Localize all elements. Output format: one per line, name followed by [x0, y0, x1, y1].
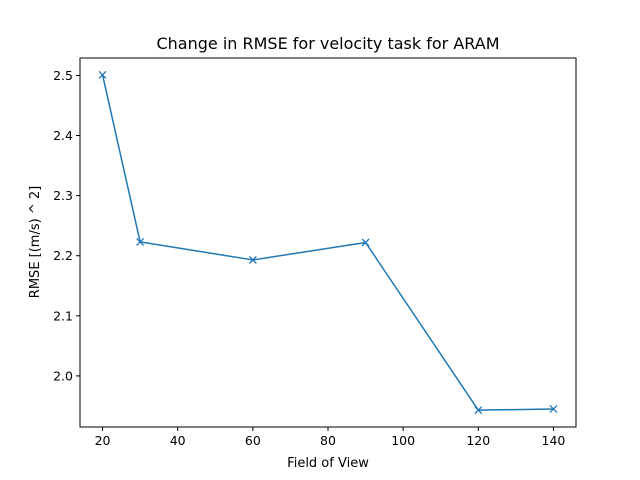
- x-tick-label: 120: [466, 433, 490, 448]
- x-tick-label: 40: [170, 433, 186, 448]
- y-tick-label: 2.5: [53, 68, 73, 83]
- x-axis-ticks: 20 40 60 80 100 120 140: [95, 427, 566, 448]
- x-tick-label: 20: [95, 433, 111, 448]
- y-tick-label: 2.3: [53, 188, 73, 203]
- data-point-marker: [474, 406, 483, 415]
- data-point-marker: [136, 237, 145, 246]
- x-axis-label: Field of View: [287, 456, 369, 471]
- series-layer: [98, 70, 558, 415]
- data-point-marker: [98, 70, 107, 79]
- x-tick-label: 60: [245, 433, 261, 448]
- series-line: [101, 74, 554, 411]
- y-axis-ticks: 2.0 2.1 2.2 2.3 2.4 2.5: [53, 68, 80, 383]
- x-tick-label: 100: [391, 433, 415, 448]
- y-tick-label: 2.2: [53, 248, 73, 263]
- y-tick-label: 2.0: [53, 368, 73, 383]
- x-tick-label: 140: [542, 433, 566, 448]
- data-point-marker: [248, 255, 257, 264]
- y-axis-label: RMSE [(m/s) ^ 2]: [28, 186, 43, 298]
- y-tick-label: 2.1: [53, 308, 73, 323]
- chart-title: Change in RMSE for velocity task for ARA…: [156, 34, 499, 53]
- x-tick-label: 80: [320, 433, 336, 448]
- plot-area-frame: [79, 57, 577, 428]
- data-point-marker: [361, 238, 370, 247]
- y-tick-label: 2.4: [53, 128, 73, 143]
- data-point-marker: [549, 405, 558, 413]
